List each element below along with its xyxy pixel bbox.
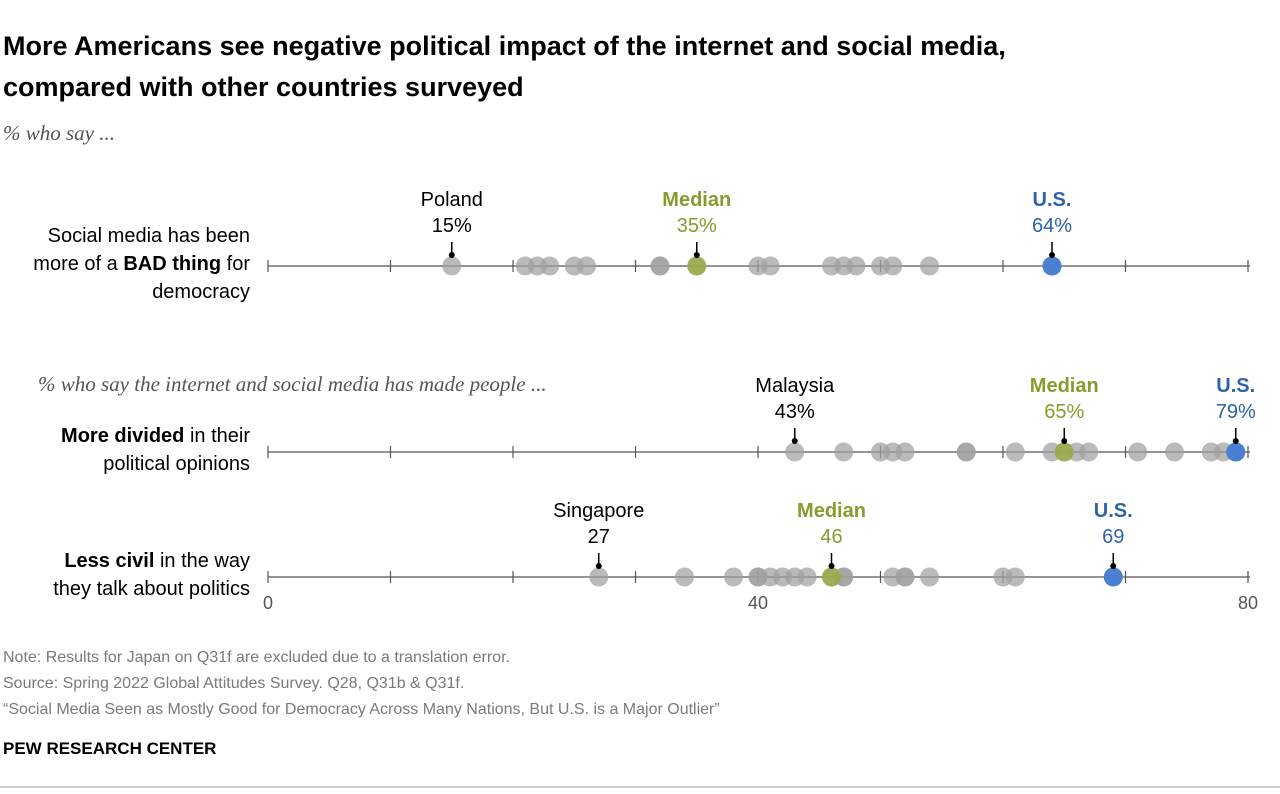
median-callout-leader-dot (693, 252, 700, 258)
low-callout-name: Malaysia (755, 375, 835, 397)
country-dot (1005, 442, 1025, 462)
us-callout-leader-dot (1110, 563, 1117, 569)
country-dot (442, 256, 462, 276)
country-dot (846, 256, 866, 276)
median-callout-value: 46 (820, 526, 842, 548)
us-callout-value: 79% (1216, 401, 1256, 423)
x-tick-label: 80 (1238, 593, 1258, 613)
subtitle-2: % who say the internet and social media … (38, 372, 547, 396)
median-dot (1054, 442, 1074, 462)
subtitle: % who say ... (3, 121, 115, 145)
median-callout-value: 35% (677, 215, 717, 237)
us-callout-name: U.S. (1094, 500, 1133, 522)
country-dot (1128, 442, 1148, 462)
row2-label-line2: political opinions (103, 453, 250, 475)
low-callout-value: 27 (588, 526, 610, 548)
country-dot (675, 567, 694, 587)
us-dot (1226, 442, 1246, 462)
country-dot (920, 567, 939, 587)
country-dot (589, 567, 609, 587)
low-callout-value: 43% (775, 401, 815, 423)
country-dot (920, 256, 939, 276)
median-callout-name: Median (797, 500, 866, 522)
country-dot (956, 442, 976, 462)
country-dot (724, 567, 743, 587)
median-callout-leader-dot (828, 563, 835, 569)
median-callout-name: Median (1030, 375, 1099, 397)
row1-label-line1: Social media has been (48, 225, 250, 247)
country-dot (1079, 442, 1099, 462)
country-dot (883, 256, 903, 276)
median-callout-leader-dot (1061, 438, 1068, 444)
country-dot (785, 442, 805, 462)
us-callout-leader-dot (1049, 252, 1055, 258)
country-dot (895, 442, 915, 462)
low-callout-leader-dot (595, 563, 602, 569)
country-dot (1005, 567, 1025, 587)
source: Source: Spring 2022 Global Attitudes Sur… (3, 675, 464, 692)
median-dot (822, 567, 841, 587)
row3-label-line2: they talk about politics (53, 578, 250, 600)
low-callout-value: 15% (432, 215, 472, 237)
median-dot (687, 256, 707, 276)
x-tick-label: 40 (748, 593, 768, 613)
row3-label-line1: Less civil in the way (64, 550, 250, 572)
median-callout-value: 65% (1044, 401, 1084, 423)
country-dot (797, 567, 817, 587)
us-dot (1042, 256, 1062, 276)
us-callout-name: U.S. (1216, 375, 1255, 397)
country-dot (540, 256, 560, 276)
low-callout-name: Poland (421, 189, 483, 211)
x-tick-label: 0 (263, 593, 273, 613)
report-title: “Social Media Seen as Mostly Good for De… (3, 701, 720, 718)
us-callout-value: 64% (1032, 215, 1072, 237)
low-callout-name: Singapore (553, 500, 644, 522)
row1-label-line2: more of a BAD thing for (33, 253, 250, 275)
country-dot (1165, 442, 1184, 462)
title-line-1: More Americans see negative political im… (3, 31, 1006, 61)
us-callout-value: 69 (1102, 526, 1124, 548)
us-callout-name: U.S. (1033, 189, 1072, 211)
row1-label-line3: democracy (152, 281, 250, 303)
median-callout-name: Median (662, 189, 731, 211)
country-dot (834, 442, 854, 462)
country-dot (760, 256, 780, 276)
low-callout-leader-dot (448, 252, 455, 258)
note: Note: Results for Japan on Q31f are excl… (3, 649, 510, 666)
low-callout-leader-dot (791, 438, 798, 444)
row2-label-line1: More divided in their (61, 425, 250, 447)
country-dot (577, 256, 596, 276)
us-dot (1103, 567, 1123, 587)
brand-logo-text: PEW RESEARCH CENTER (3, 739, 216, 758)
country-dot (650, 256, 670, 276)
us-callout-leader-dot (1232, 438, 1239, 444)
country-dot (895, 567, 915, 587)
title-line-2: compared with other countries surveyed (3, 72, 524, 102)
